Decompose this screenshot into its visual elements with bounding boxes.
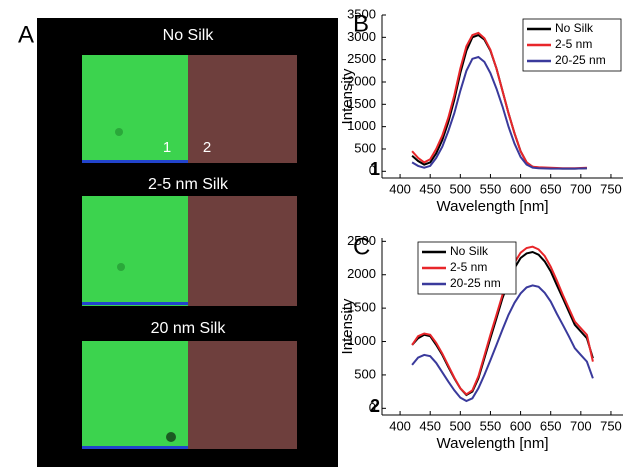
x-tick-label: 750 [600, 181, 622, 196]
y-axis-title: Intensity [339, 68, 356, 124]
series-line [411, 284, 594, 403]
edge [82, 160, 188, 163]
legend-label: 20-25 nm [450, 276, 501, 290]
legend-label: 2-5 nm [450, 260, 487, 274]
y-tick-label: 2500 [347, 233, 376, 248]
region-label: 2 [203, 139, 211, 156]
y-tick-label: 1500 [347, 300, 376, 315]
edge [82, 446, 188, 449]
y-tick-label: 1500 [347, 96, 376, 111]
image-3 [82, 341, 297, 449]
y-tick-label: 2000 [347, 266, 376, 281]
edge [82, 302, 188, 305]
x-tick-label: 700 [570, 181, 592, 196]
x-tick-label: 600 [510, 181, 532, 196]
region-red [188, 341, 297, 449]
image-title: No Silk [163, 27, 215, 44]
x-tick-label: 400 [389, 181, 411, 196]
x-tick-label: 400 [389, 418, 411, 433]
legend-label: No Silk [450, 244, 489, 258]
image-title: 20 nm Silk [151, 320, 227, 337]
panel-label: A [18, 21, 34, 48]
panel-label: B [353, 10, 369, 37]
y-tick-label: 0 [369, 163, 376, 178]
x-tick-label: 650 [540, 181, 562, 196]
region-label: 1 [163, 139, 171, 156]
region-green [82, 55, 188, 163]
image-1 [82, 55, 297, 163]
annotation: 1 [370, 159, 380, 179]
series-line [411, 245, 594, 396]
y-tick-label: 1000 [347, 118, 376, 133]
x-tick-label: 700 [570, 418, 592, 433]
legend-label: 20-25 nm [555, 53, 606, 67]
y-axis-title: Intensity [339, 298, 356, 354]
y-tick-label: 500 [354, 366, 376, 381]
y-tick-label: 3500 [347, 6, 376, 21]
x-tick-label: 450 [419, 181, 441, 196]
y-tick-label: 1000 [347, 333, 376, 348]
panel-label: C [353, 233, 370, 260]
series-line [411, 55, 587, 170]
x-tick-label: 500 [449, 181, 471, 196]
x-axis-title: Wavelength [nm] [437, 198, 549, 215]
image-2 [82, 196, 297, 306]
region-green [82, 341, 188, 449]
image-title: 2-5 nm Silk [148, 176, 229, 193]
region-red [188, 196, 297, 306]
x-tick-label: 550 [480, 181, 502, 196]
region-red [188, 55, 297, 163]
x-tick-label: 650 [540, 418, 562, 433]
legend-label: 2-5 nm [555, 37, 592, 51]
y-tick-label: 2500 [347, 51, 376, 66]
x-tick-label: 500 [449, 418, 471, 433]
x-tick-label: 600 [510, 418, 532, 433]
x-tick-label: 750 [600, 418, 622, 433]
y-tick-label: 0 [369, 400, 376, 415]
region-green [82, 196, 188, 306]
defect [117, 263, 125, 271]
x-tick-label: 550 [480, 418, 502, 433]
y-tick-label: 3000 [347, 29, 376, 44]
panel-a: A No Silk 2-5 nm Silk 20 nm Silk 1 2 [18, 18, 338, 467]
x-tick-label: 450 [419, 418, 441, 433]
annotation: 2 [370, 396, 380, 416]
defect [166, 432, 176, 442]
y-tick-label: 2000 [347, 73, 376, 88]
x-axis-title: Wavelength [nm] [437, 435, 549, 452]
y-tick-label: 500 [354, 140, 376, 155]
defect [115, 128, 123, 136]
legend-label: No Silk [555, 21, 594, 35]
